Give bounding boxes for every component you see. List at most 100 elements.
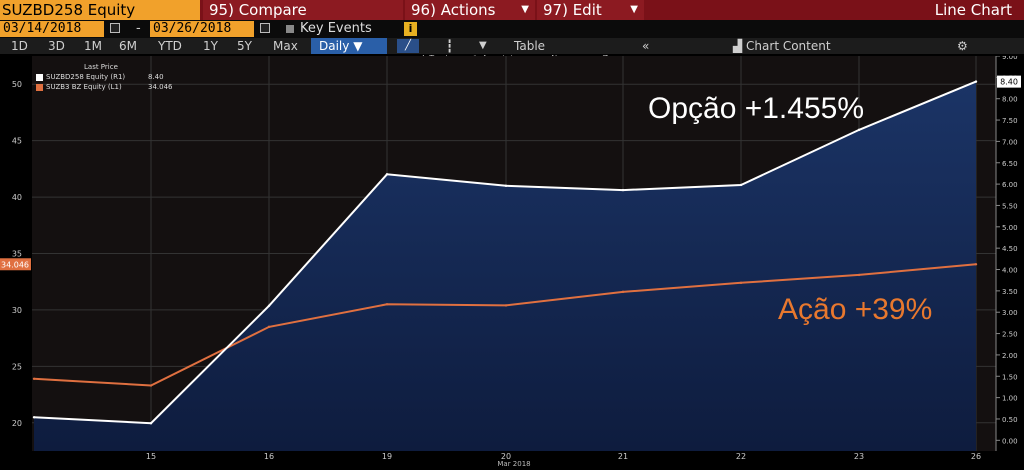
x-tick-label: 21 xyxy=(618,452,628,461)
line-chart-icon[interactable]: ╱ xyxy=(397,39,419,53)
y-left-tick-label: 45 xyxy=(12,137,22,146)
compare-label: 95) Compare xyxy=(209,1,307,19)
legend-title: Last Price xyxy=(84,63,118,71)
actions-button[interactable]: 96) Actions ▼ xyxy=(405,0,535,20)
option-data-point xyxy=(32,416,36,419)
collapse-icon[interactable]: « xyxy=(642,39,650,53)
range-ytd[interactable]: YTD xyxy=(158,39,182,53)
range-1d[interactable]: 1D xyxy=(11,39,28,53)
y-right-tick-label: 9.00 xyxy=(1002,56,1018,61)
range-1y[interactable]: 1Y xyxy=(203,39,218,53)
edit-button[interactable]: 97) Edit ▼ xyxy=(537,0,644,20)
chevron-down-icon: ▼ xyxy=(353,39,363,53)
calendar-icon[interactable] xyxy=(110,23,120,33)
legend: Last Price SUZBD258 Equity (R1) 8.40 SUZ… xyxy=(36,62,173,92)
end-date-field[interactable]: 03/26/2018 xyxy=(150,21,254,37)
stock-data-point xyxy=(739,281,743,285)
x-axis: 15 16 19 20 21 22 23 26 xyxy=(146,452,981,461)
legend-value: 34.046 xyxy=(148,83,173,91)
legend-label: SUZBD258 Equity (R1) xyxy=(46,73,126,81)
chevron-down-icon: ▼ xyxy=(630,4,638,15)
y-left-tick-label: 20 xyxy=(12,419,22,428)
y-left-tick-label: 35 xyxy=(12,250,22,259)
gear-icon[interactable]: ⚙ xyxy=(957,39,968,53)
frequency-label: Daily xyxy=(319,39,350,53)
y-right-tick-label: 1.50 xyxy=(1002,373,1018,381)
y-right-tick-label: 5.50 xyxy=(1002,202,1018,210)
option-data-point xyxy=(504,184,508,188)
stock-data-point xyxy=(974,263,978,266)
edit-label: 97) Edit xyxy=(543,1,602,19)
security-field[interactable]: SUZBD258 Equity xyxy=(0,0,200,20)
key-events-checkbox[interactable] xyxy=(286,25,294,33)
chevron-down-icon[interactable]: ▼ xyxy=(479,40,487,51)
compare-button[interactable]: 95) Compare xyxy=(203,0,403,20)
line-chart[interactable]: 20 25 30 35 40 45 50 0.00 0.50 1.00 1.50 2.00 2.50 3… xyxy=(0,56,1024,468)
y-right-tick-label: 2.50 xyxy=(1002,331,1018,339)
y-right-tick-label: 3.00 xyxy=(1002,309,1018,317)
y-right-tick-label: 1.00 xyxy=(1002,395,1018,403)
option-data-point xyxy=(621,188,625,192)
start-date-field[interactable]: 03/14/2018 xyxy=(0,21,104,37)
y-right-tick-label: 7.50 xyxy=(1002,117,1018,125)
legend-swatch xyxy=(36,84,43,91)
legend-label: SUZB3 BZ Equity (L1) xyxy=(46,83,122,91)
y-axis-right: 0.00 0.50 1.00 1.50 2.00 2.50 3.00 3.50 4.00 4.50… xyxy=(995,56,1018,451)
stock-data-point xyxy=(385,303,389,306)
x-axis-month-label: Mar 2018 xyxy=(497,460,530,468)
y-left-tick-label: 25 xyxy=(12,362,22,371)
range-5y[interactable]: 5Y xyxy=(237,39,252,53)
y-right-tick-label: 0.00 xyxy=(1002,437,1018,445)
range-max[interactable]: Max xyxy=(273,39,298,53)
legend-item-stock: SUZB3 BZ Equity (L1) 34.046 xyxy=(36,82,173,92)
option-data-point xyxy=(739,183,743,187)
option-annotation: Opção +1.455% xyxy=(648,92,864,125)
table-button[interactable]: Table xyxy=(514,39,546,53)
y-right-tick-label: 7.00 xyxy=(1002,138,1018,146)
calendar-icon[interactable] xyxy=(260,23,270,33)
option-data-point xyxy=(974,80,978,83)
x-tick-label: 20 xyxy=(501,452,511,461)
stock-data-point xyxy=(267,325,271,329)
option-area xyxy=(34,81,976,451)
x-tick-label: 15 xyxy=(146,452,156,461)
chart-content-button[interactable]: ▟ Chart Content xyxy=(733,38,831,54)
y-right-tick-label: 0.50 xyxy=(1002,416,1018,424)
legend-value: 8.40 xyxy=(148,73,164,81)
frequency-dropdown[interactable]: Daily ▼ xyxy=(311,38,387,54)
date-separator: - xyxy=(136,21,141,36)
stock-data-point xyxy=(32,377,36,380)
chart-content-label: Chart Content xyxy=(746,39,831,53)
legend-swatch xyxy=(36,74,43,81)
last-value-left-badge: 34.046 xyxy=(0,258,31,271)
y-right-tick-label: 5.00 xyxy=(1002,224,1018,232)
y-right-tick-label: 4.00 xyxy=(1002,267,1018,275)
x-tick-label: 22 xyxy=(736,452,746,461)
stock-annotation: Ação +39% xyxy=(778,293,933,326)
bar-chart-icon[interactable]: ┇ xyxy=(446,39,454,53)
y-axis-left: 20 25 30 35 40 45 50 xyxy=(12,80,22,428)
range-1m[interactable]: 1M xyxy=(84,39,102,53)
y-left-tick-label: 40 xyxy=(12,193,22,202)
svg-text:8.40: 8.40 xyxy=(1000,78,1018,87)
range-6m[interactable]: 6M xyxy=(119,39,137,53)
x-tick-label: 23 xyxy=(854,452,864,461)
stock-data-point xyxy=(504,304,508,307)
range-3d[interactable]: 3D xyxy=(48,39,65,53)
y-left-tick-label: 50 xyxy=(12,80,22,89)
option-data-point xyxy=(149,422,153,425)
x-tick-label: 26 xyxy=(971,452,981,461)
stock-data-point xyxy=(149,384,153,387)
x-tick-label: 16 xyxy=(264,452,274,461)
date-bar: 03/14/2018 - 03/26/2018 Key Events i xyxy=(0,20,1024,38)
stock-data-point xyxy=(621,290,625,294)
legend-item-option: SUZBD258 Equity (R1) 8.40 xyxy=(36,72,164,82)
y-right-tick-label: 4.50 xyxy=(1002,245,1018,253)
option-data-point xyxy=(267,304,271,308)
chevron-down-icon: ▼ xyxy=(521,4,529,15)
info-icon[interactable]: i xyxy=(404,22,417,36)
chart-type-label: Line Chart xyxy=(934,1,1012,19)
last-value-right-badge: 8.40 xyxy=(997,75,1021,88)
y-left-tick-label: 30 xyxy=(12,306,22,315)
y-right-tick-label: 2.00 xyxy=(1002,352,1018,360)
